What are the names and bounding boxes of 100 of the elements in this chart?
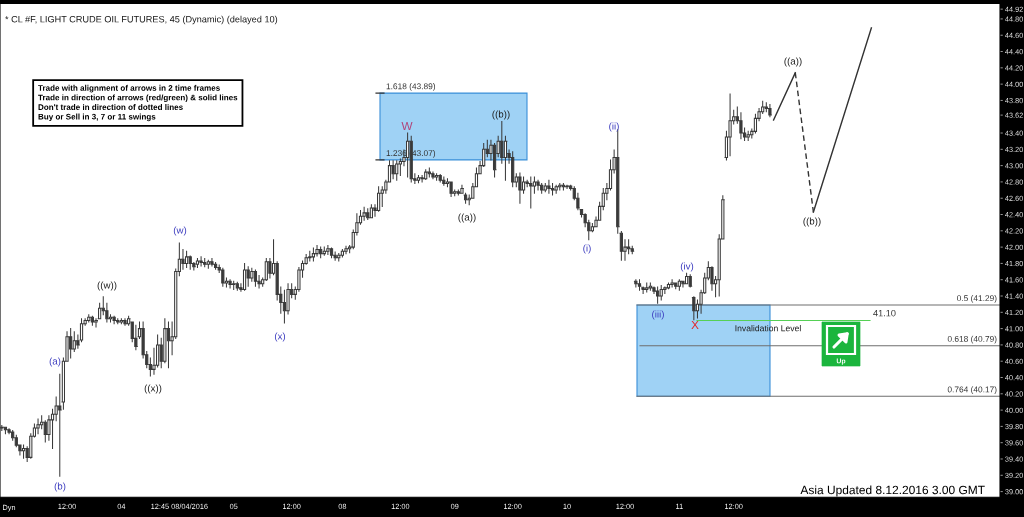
candlestick	[670, 279, 675, 288]
candlestick	[188, 255, 193, 270]
candlestick	[246, 266, 251, 287]
candlestick	[673, 282, 678, 290]
candlestick	[86, 314, 91, 323]
candlestick	[427, 167, 432, 178]
annotation: (w)	[173, 226, 187, 236]
candlestick	[637, 279, 642, 291]
annotation: ((a))	[458, 213, 476, 223]
candlestick	[441, 176, 446, 186]
candlestick	[456, 189, 461, 196]
candlestick	[336, 253, 341, 262]
candlestick	[691, 296, 696, 321]
candlestick	[449, 181, 454, 198]
candlestick	[431, 171, 435, 180]
annotation: ((b))	[803, 217, 821, 227]
candlestick	[510, 151, 515, 188]
candlestick	[764, 102, 769, 113]
annotation: ((a))	[784, 57, 802, 67]
candlestick	[554, 184, 559, 194]
candlestick	[253, 269, 258, 287]
candlestick	[369, 204, 374, 219]
candlestick	[391, 160, 396, 180]
candlestick	[416, 174, 421, 184]
ref-line-label: 1.618 (43.89)	[386, 83, 436, 91]
annotation: (i)	[583, 244, 591, 254]
candlestick	[123, 318, 127, 326]
candlestick	[209, 258, 214, 267]
candlestick	[202, 258, 207, 268]
candlestick	[528, 176, 533, 209]
annotation: (ii)	[609, 122, 619, 132]
candlestick	[199, 256, 204, 267]
ref-line-label: 41.10	[873, 309, 896, 317]
candlestick	[228, 279, 233, 289]
candlestick	[677, 279, 682, 291]
candlestick	[329, 247, 334, 259]
candlestick	[362, 206, 367, 221]
annotation: (x)	[274, 332, 286, 342]
candlestick	[311, 247, 316, 262]
candlestick	[365, 208, 370, 220]
candlestick	[112, 315, 117, 325]
annotation: Invalidation Level	[735, 324, 801, 332]
candlestick	[438, 174, 443, 183]
annotation: Trade with alignment of arrows in 2 time frames Trade in direction of arrows (red/green) & solid lines Don't trade in direction of dotted lines Buy or Sell in 3, 7 or 11 swings	[38, 84, 238, 122]
candlestick	[539, 183, 544, 194]
candlestick	[322, 246, 327, 256]
candlestick	[36, 418, 41, 435]
candlestick	[423, 169, 428, 180]
text: * CL #F, LIGHT CRUDE OIL FUTURES, 45 (Dynamic) (delayed 10)	[5, 15, 278, 25]
candlestick	[162, 318, 167, 364]
candlestick	[561, 183, 566, 191]
ref-line-label: 0.764 (40.17)	[947, 386, 997, 395]
candlestick	[536, 179, 541, 191]
ref-line-label: 0.618 (40.79)	[947, 335, 997, 344]
candlestick	[184, 250, 189, 269]
candlestick	[206, 259, 211, 269]
annotation: W	[401, 121, 413, 131]
annotation: (b)	[54, 482, 66, 492]
candlestick	[325, 244, 330, 255]
candlestick	[68, 328, 73, 359]
candlestick	[659, 284, 664, 301]
candlestick	[231, 280, 236, 291]
annotation: Asia Updated 8.12.2016 3.00 GMT	[800, 485, 985, 497]
candlestick	[115, 318, 120, 325]
annotation: (iv)	[680, 262, 694, 272]
annotation: (iii)	[652, 310, 664, 320]
annotation: ((w))	[97, 281, 117, 291]
candlestick	[394, 160, 399, 181]
candlestick	[644, 282, 649, 293]
annotation: (a)	[49, 357, 61, 367]
candlestick	[767, 103, 772, 118]
candlestick	[565, 184, 569, 189]
candlestick	[434, 173, 439, 181]
candlestick	[550, 183, 555, 196]
candlestick	[557, 183, 562, 191]
annotation: ((x))	[144, 384, 162, 394]
candlestick	[746, 130, 751, 141]
candlestick	[21, 444, 26, 459]
ref-line-label: 0.5 (41.29)	[957, 294, 997, 303]
candlestick	[648, 282, 653, 291]
candlestick	[307, 250, 312, 262]
candlestick	[684, 272, 689, 285]
candlestick	[220, 267, 225, 287]
candlestick	[3, 426, 8, 435]
candlestick	[166, 321, 171, 369]
annotation: ((b))	[492, 110, 510, 120]
candlestick	[344, 245, 348, 255]
candlestick	[195, 258, 200, 269]
candlestick	[340, 249, 345, 258]
candlestick	[543, 183, 548, 193]
candlestick	[655, 286, 660, 304]
candlestick	[242, 262, 247, 291]
candlestick	[119, 318, 124, 325]
candlestick	[90, 315, 95, 326]
candlestick	[133, 324, 138, 351]
candlestick	[688, 274, 693, 288]
candlestick	[728, 93, 733, 157]
candlestick	[213, 262, 218, 270]
candlestick	[318, 246, 323, 259]
annotation: X	[691, 320, 699, 330]
